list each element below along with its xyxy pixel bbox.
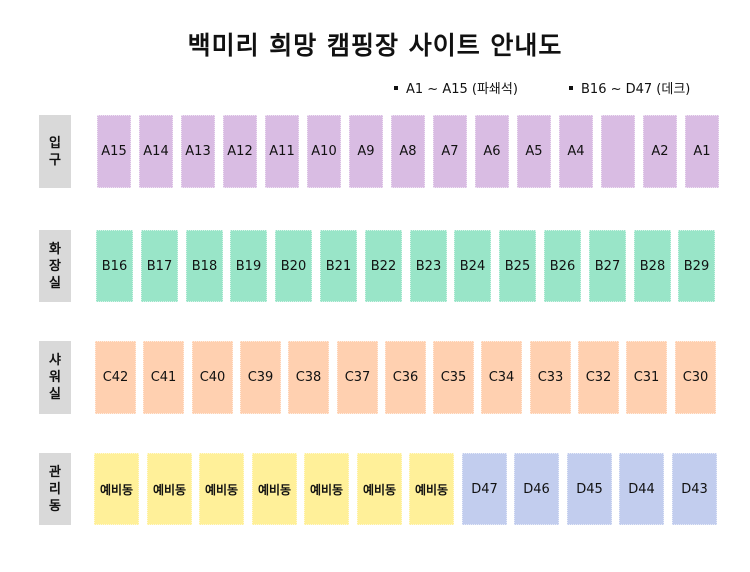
campsite-a11: A11 <box>265 115 299 188</box>
campsite-a13: A13 <box>181 115 215 188</box>
campsite-b24: B24 <box>454 230 491 302</box>
legend-gravel-label: A1 ~ A15 (파쇄석) <box>406 82 518 97</box>
campsite-c30: C30 <box>675 341 716 414</box>
campsite-c37: C37 <box>337 341 378 414</box>
campsite-d45: D45 <box>567 453 612 525</box>
campsite-a15: A15 <box>97 115 131 188</box>
campsite-c41: C41 <box>143 341 184 414</box>
campsite-d47: D47 <box>462 453 507 525</box>
reserve-building: 예비동 <box>304 453 349 525</box>
row-label-char: 실 <box>49 275 61 291</box>
campsite-a5: A5 <box>517 115 551 188</box>
campsite-b16: B16 <box>96 230 133 302</box>
campsite-b23: B23 <box>410 230 447 302</box>
campsite-a4: A4 <box>559 115 593 188</box>
campsite-b20: B20 <box>275 230 312 302</box>
row-label-char: 화 <box>49 241 61 257</box>
campsite-b21: B21 <box>320 230 357 302</box>
row-label-char: 관 <box>49 464 61 480</box>
campsite-c39: C39 <box>240 341 281 414</box>
reserve-building: 예비동 <box>147 453 192 525</box>
campsite-b18: B18 <box>186 230 223 302</box>
campsite-d46: D46 <box>514 453 559 525</box>
reserve-building: 예비동 <box>357 453 402 525</box>
reserve-building: 예비동 <box>409 453 454 525</box>
row-label-char: 워 <box>49 370 61 385</box>
campsite-a1: A1 <box>685 115 719 188</box>
campsite-unlabeled <box>601 115 635 188</box>
legend-deck-label: B16 ~ D47 (데크) <box>581 82 691 97</box>
page-title: 백미리 희망 캠핑장 사이트 안내도 <box>187 31 563 60</box>
reserve-building: 예비동 <box>94 453 139 525</box>
legend-deck: B16 ~ D47 (데크) <box>569 78 690 97</box>
row-label-char: 실 <box>49 387 61 402</box>
campsite-b25: B25 <box>499 230 536 302</box>
campsite-c33: C33 <box>530 341 571 414</box>
campsite-a10: A10 <box>307 115 341 188</box>
campsite-a14: A14 <box>139 115 173 188</box>
row-label-char: 리 <box>49 481 61 497</box>
campsite-d44: D44 <box>619 453 664 525</box>
campsite-b22: B22 <box>365 230 402 302</box>
campsite-a12: A12 <box>223 115 257 188</box>
campsite-b27: B27 <box>589 230 626 302</box>
campsite-c34: C34 <box>481 341 522 414</box>
row-label-char: 샤 <box>49 353 61 368</box>
campsite-a7: A7 <box>433 115 467 188</box>
reserve-building: 예비동 <box>252 453 297 525</box>
campsite-c42: C42 <box>95 341 136 414</box>
row-label-char: 구 <box>49 152 61 168</box>
campsite-a9: A9 <box>349 115 383 188</box>
legend-gravel: A1 ~ A15 (파쇄석) <box>394 78 518 97</box>
campsite-c38: C38 <box>288 341 329 414</box>
bullet-icon <box>394 85 398 90</box>
row-label-char: 동 <box>49 498 61 514</box>
bullet-icon <box>569 85 573 90</box>
campsite-b26: B26 <box>544 230 581 302</box>
campsite-a6: A6 <box>475 115 509 188</box>
campsite-a8: A8 <box>391 115 425 188</box>
campsite-b19: B19 <box>230 230 267 302</box>
campsite-c36: C36 <box>385 341 426 414</box>
campsite-c31: C31 <box>626 341 667 414</box>
campsite-c40: C40 <box>192 341 233 414</box>
campsite-c32: C32 <box>578 341 619 414</box>
row-label-char: 입 <box>49 135 61 151</box>
campsite-b29: B29 <box>678 230 715 302</box>
campsite-c35: C35 <box>433 341 474 414</box>
campsite-b17: B17 <box>141 230 178 302</box>
campsite-d43: D43 <box>672 453 717 525</box>
campsite-a2: A2 <box>643 115 677 188</box>
reserve-building: 예비동 <box>199 453 244 525</box>
campsite-b28: B28 <box>634 230 671 302</box>
row-label-char: 장 <box>49 258 61 274</box>
